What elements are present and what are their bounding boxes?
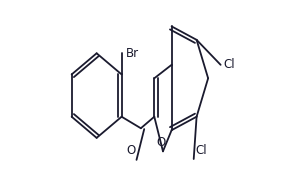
Text: O: O: [126, 144, 136, 157]
Text: Cl: Cl: [224, 58, 235, 71]
Text: Cl: Cl: [196, 144, 207, 157]
Text: Br: Br: [126, 47, 139, 60]
Text: O: O: [156, 136, 166, 149]
